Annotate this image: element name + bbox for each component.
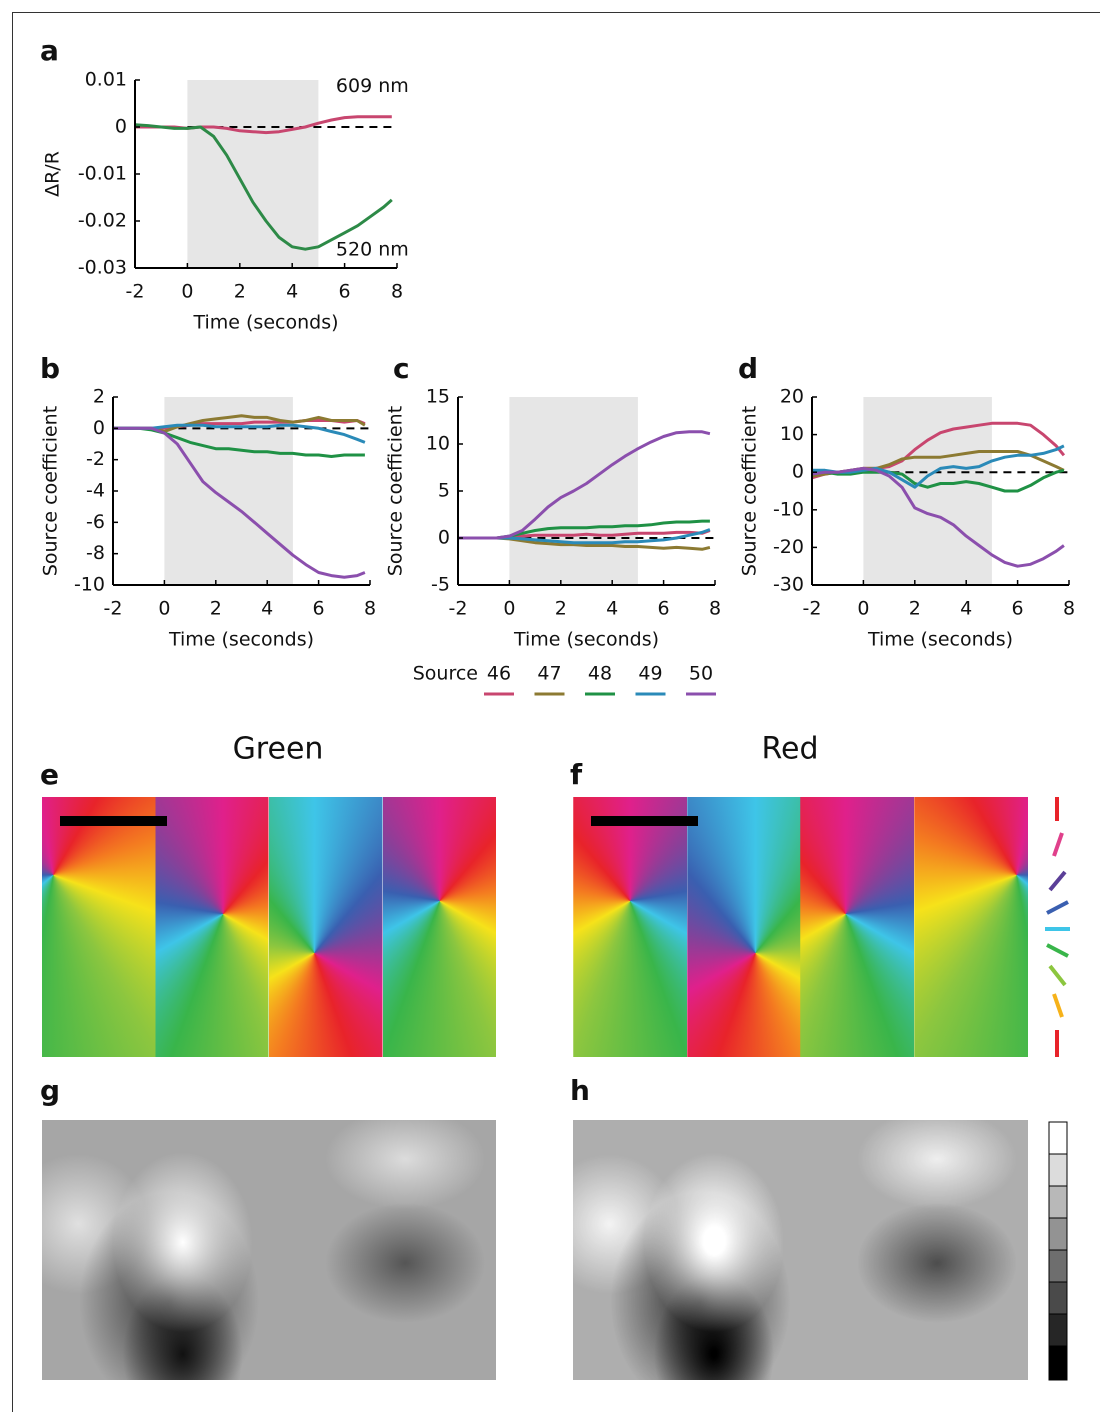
series-line <box>811 466 1065 568</box>
y-tick-label: -10 <box>773 498 804 520</box>
panel-label: b <box>40 352 60 385</box>
y-tick-label: 0 <box>115 116 127 138</box>
x-tick-label: 4 <box>286 281 298 303</box>
y-tick-label: 10 <box>780 423 804 445</box>
x-tick-label: -2 <box>104 598 123 620</box>
scale-bar <box>591 816 698 826</box>
x-tick-label: 4 <box>960 598 972 620</box>
y-tick-label: 2 <box>93 386 105 408</box>
y-tick-label: -20 <box>773 536 804 558</box>
x-axis-label: Time (seconds) <box>867 629 1013 651</box>
legend-title: Source <box>413 663 478 685</box>
series-line <box>458 430 711 540</box>
x-tick-label: 8 <box>391 281 403 303</box>
y-tick-label: -6 <box>86 511 105 533</box>
x-tick-label: 4 <box>261 598 273 620</box>
panel-label: c <box>393 352 410 385</box>
series-line <box>134 123 393 251</box>
series-line <box>113 426 366 579</box>
x-tick-label: 4 <box>606 598 618 620</box>
series-line <box>113 423 366 444</box>
y-tick-label: -10 <box>74 574 105 596</box>
orientation-map-red <box>573 797 1028 1057</box>
y-tick-label: -0.03 <box>78 257 127 279</box>
amplitude-map-red <box>573 1120 1028 1380</box>
legend-label: 46 <box>487 663 511 685</box>
x-tick-label: 0 <box>503 598 515 620</box>
frame-left <box>12 12 13 1412</box>
stimulus-shade <box>187 80 319 268</box>
scale-bar <box>60 816 167 826</box>
x-tick-label: -2 <box>449 598 468 620</box>
x-tick-label: 6 <box>658 598 670 620</box>
x-tick-label: 0 <box>158 598 170 620</box>
y-tick-label: -2 <box>86 448 105 470</box>
y-tick-label: -4 <box>86 480 105 502</box>
y-tick-label: 0.01 <box>85 69 127 91</box>
legend-label: 47 <box>537 663 561 685</box>
series-line <box>811 468 1065 493</box>
series-label: 609 nm <box>336 75 409 97</box>
y-tick-label: 5 <box>438 480 450 502</box>
amplitude-map-green <box>42 1120 496 1380</box>
legend-label: 49 <box>638 663 662 685</box>
x-tick-label: 0 <box>181 281 193 303</box>
orientation-map-green <box>42 797 496 1057</box>
stimulus-shade <box>863 397 992 585</box>
panel-label: h <box>570 1074 590 1107</box>
y-tick-label: -8 <box>86 542 105 564</box>
panel-label: a <box>40 34 59 67</box>
x-tick-label: 2 <box>234 281 246 303</box>
legend-label: 50 <box>689 663 713 685</box>
panel-label: f <box>570 758 583 791</box>
legend-label: 48 <box>588 663 612 685</box>
y-axis-label: Source coefficient <box>385 406 407 576</box>
map-title: Green <box>233 732 324 767</box>
y-tick-label: 20 <box>780 386 804 408</box>
panel-label: g <box>40 1074 60 1107</box>
y-tick-label: 0 <box>93 417 105 439</box>
x-axis-label: Time (seconds) <box>192 312 338 334</box>
series-label: 520 nm <box>336 238 409 260</box>
colorbar <box>1048 1121 1068 1381</box>
y-axis-label: ΔR/R <box>42 151 64 197</box>
panel-label: e <box>40 758 59 791</box>
x-tick-label: 8 <box>709 598 721 620</box>
y-tick-label: -0.02 <box>78 210 127 232</box>
x-tick-label: 6 <box>1012 598 1024 620</box>
x-axis-label: Time (seconds) <box>513 629 659 651</box>
map-title: Red <box>762 732 819 767</box>
y-axis-label: Source coefficient <box>40 406 62 576</box>
y-tick-label: -5 <box>431 574 450 596</box>
x-tick-label: 0 <box>857 598 869 620</box>
x-tick-label: 8 <box>364 598 376 620</box>
x-axis-label: Time (seconds) <box>168 629 314 651</box>
panel-label: d <box>738 352 758 385</box>
x-tick-label: 2 <box>210 598 222 620</box>
x-tick-label: 8 <box>1063 598 1075 620</box>
y-tick-label: -0.01 <box>78 163 127 185</box>
x-tick-label: 6 <box>313 598 325 620</box>
orientation-key <box>1045 797 1070 1057</box>
x-tick-label: 6 <box>339 281 351 303</box>
y-tick-label: 15 <box>426 386 450 408</box>
y-tick-label: 10 <box>426 433 450 455</box>
frame-top <box>12 12 1100 13</box>
x-tick-label: -2 <box>803 598 822 620</box>
y-tick-label: 0 <box>438 527 450 549</box>
x-tick-label: 2 <box>909 598 921 620</box>
y-tick-label: -30 <box>773 574 804 596</box>
x-tick-label: 2 <box>555 598 567 620</box>
y-axis-label: Source coefficient <box>739 406 761 576</box>
x-tick-label: -2 <box>126 281 145 303</box>
y-tick-label: 0 <box>792 461 804 483</box>
series-line <box>812 444 1065 489</box>
